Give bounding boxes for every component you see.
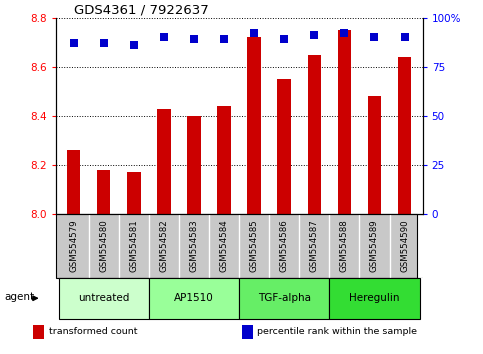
Bar <box>398 57 412 214</box>
Point <box>250 30 258 36</box>
Bar <box>308 55 321 214</box>
Text: GDS4361 / 7922637: GDS4361 / 7922637 <box>74 4 209 17</box>
Bar <box>217 106 231 214</box>
Point <box>100 40 108 46</box>
Text: agent: agent <box>4 292 35 302</box>
Text: transformed count: transformed count <box>49 327 137 337</box>
Bar <box>97 170 111 214</box>
Text: GSM554587: GSM554587 <box>310 219 319 272</box>
Bar <box>368 96 381 214</box>
Bar <box>247 38 261 214</box>
Point <box>311 33 318 38</box>
Bar <box>127 172 141 214</box>
Text: Heregulin: Heregulin <box>349 293 400 303</box>
Bar <box>149 278 239 319</box>
Text: percentile rank within the sample: percentile rank within the sample <box>257 327 417 337</box>
Bar <box>239 278 329 319</box>
Text: GSM554579: GSM554579 <box>69 219 78 272</box>
Bar <box>242 325 253 339</box>
Bar <box>67 150 80 214</box>
Text: GSM554588: GSM554588 <box>340 219 349 272</box>
Text: GSM554589: GSM554589 <box>370 219 379 272</box>
Text: TGF-alpha: TGF-alpha <box>258 293 311 303</box>
Point <box>341 30 348 36</box>
Point <box>401 34 409 40</box>
Point <box>160 34 168 40</box>
Text: GSM554584: GSM554584 <box>220 219 228 272</box>
Point <box>280 36 288 42</box>
Bar <box>277 79 291 214</box>
Text: GSM554581: GSM554581 <box>129 219 138 272</box>
Point <box>370 34 378 40</box>
Text: GSM554582: GSM554582 <box>159 219 169 272</box>
Point <box>130 42 138 48</box>
Text: GSM554580: GSM554580 <box>99 219 108 272</box>
Bar <box>338 30 351 214</box>
Point <box>190 36 198 42</box>
Bar <box>329 278 420 319</box>
Text: AP1510: AP1510 <box>174 293 214 303</box>
Bar <box>58 278 149 319</box>
Text: GSM554583: GSM554583 <box>189 219 199 272</box>
Point <box>220 36 228 42</box>
Bar <box>157 109 170 214</box>
Text: GSM554590: GSM554590 <box>400 219 409 272</box>
Text: GSM554585: GSM554585 <box>250 219 258 272</box>
Point <box>70 40 77 46</box>
Bar <box>33 325 44 339</box>
Bar <box>187 116 201 214</box>
Text: GSM554586: GSM554586 <box>280 219 289 272</box>
Text: untreated: untreated <box>78 293 129 303</box>
